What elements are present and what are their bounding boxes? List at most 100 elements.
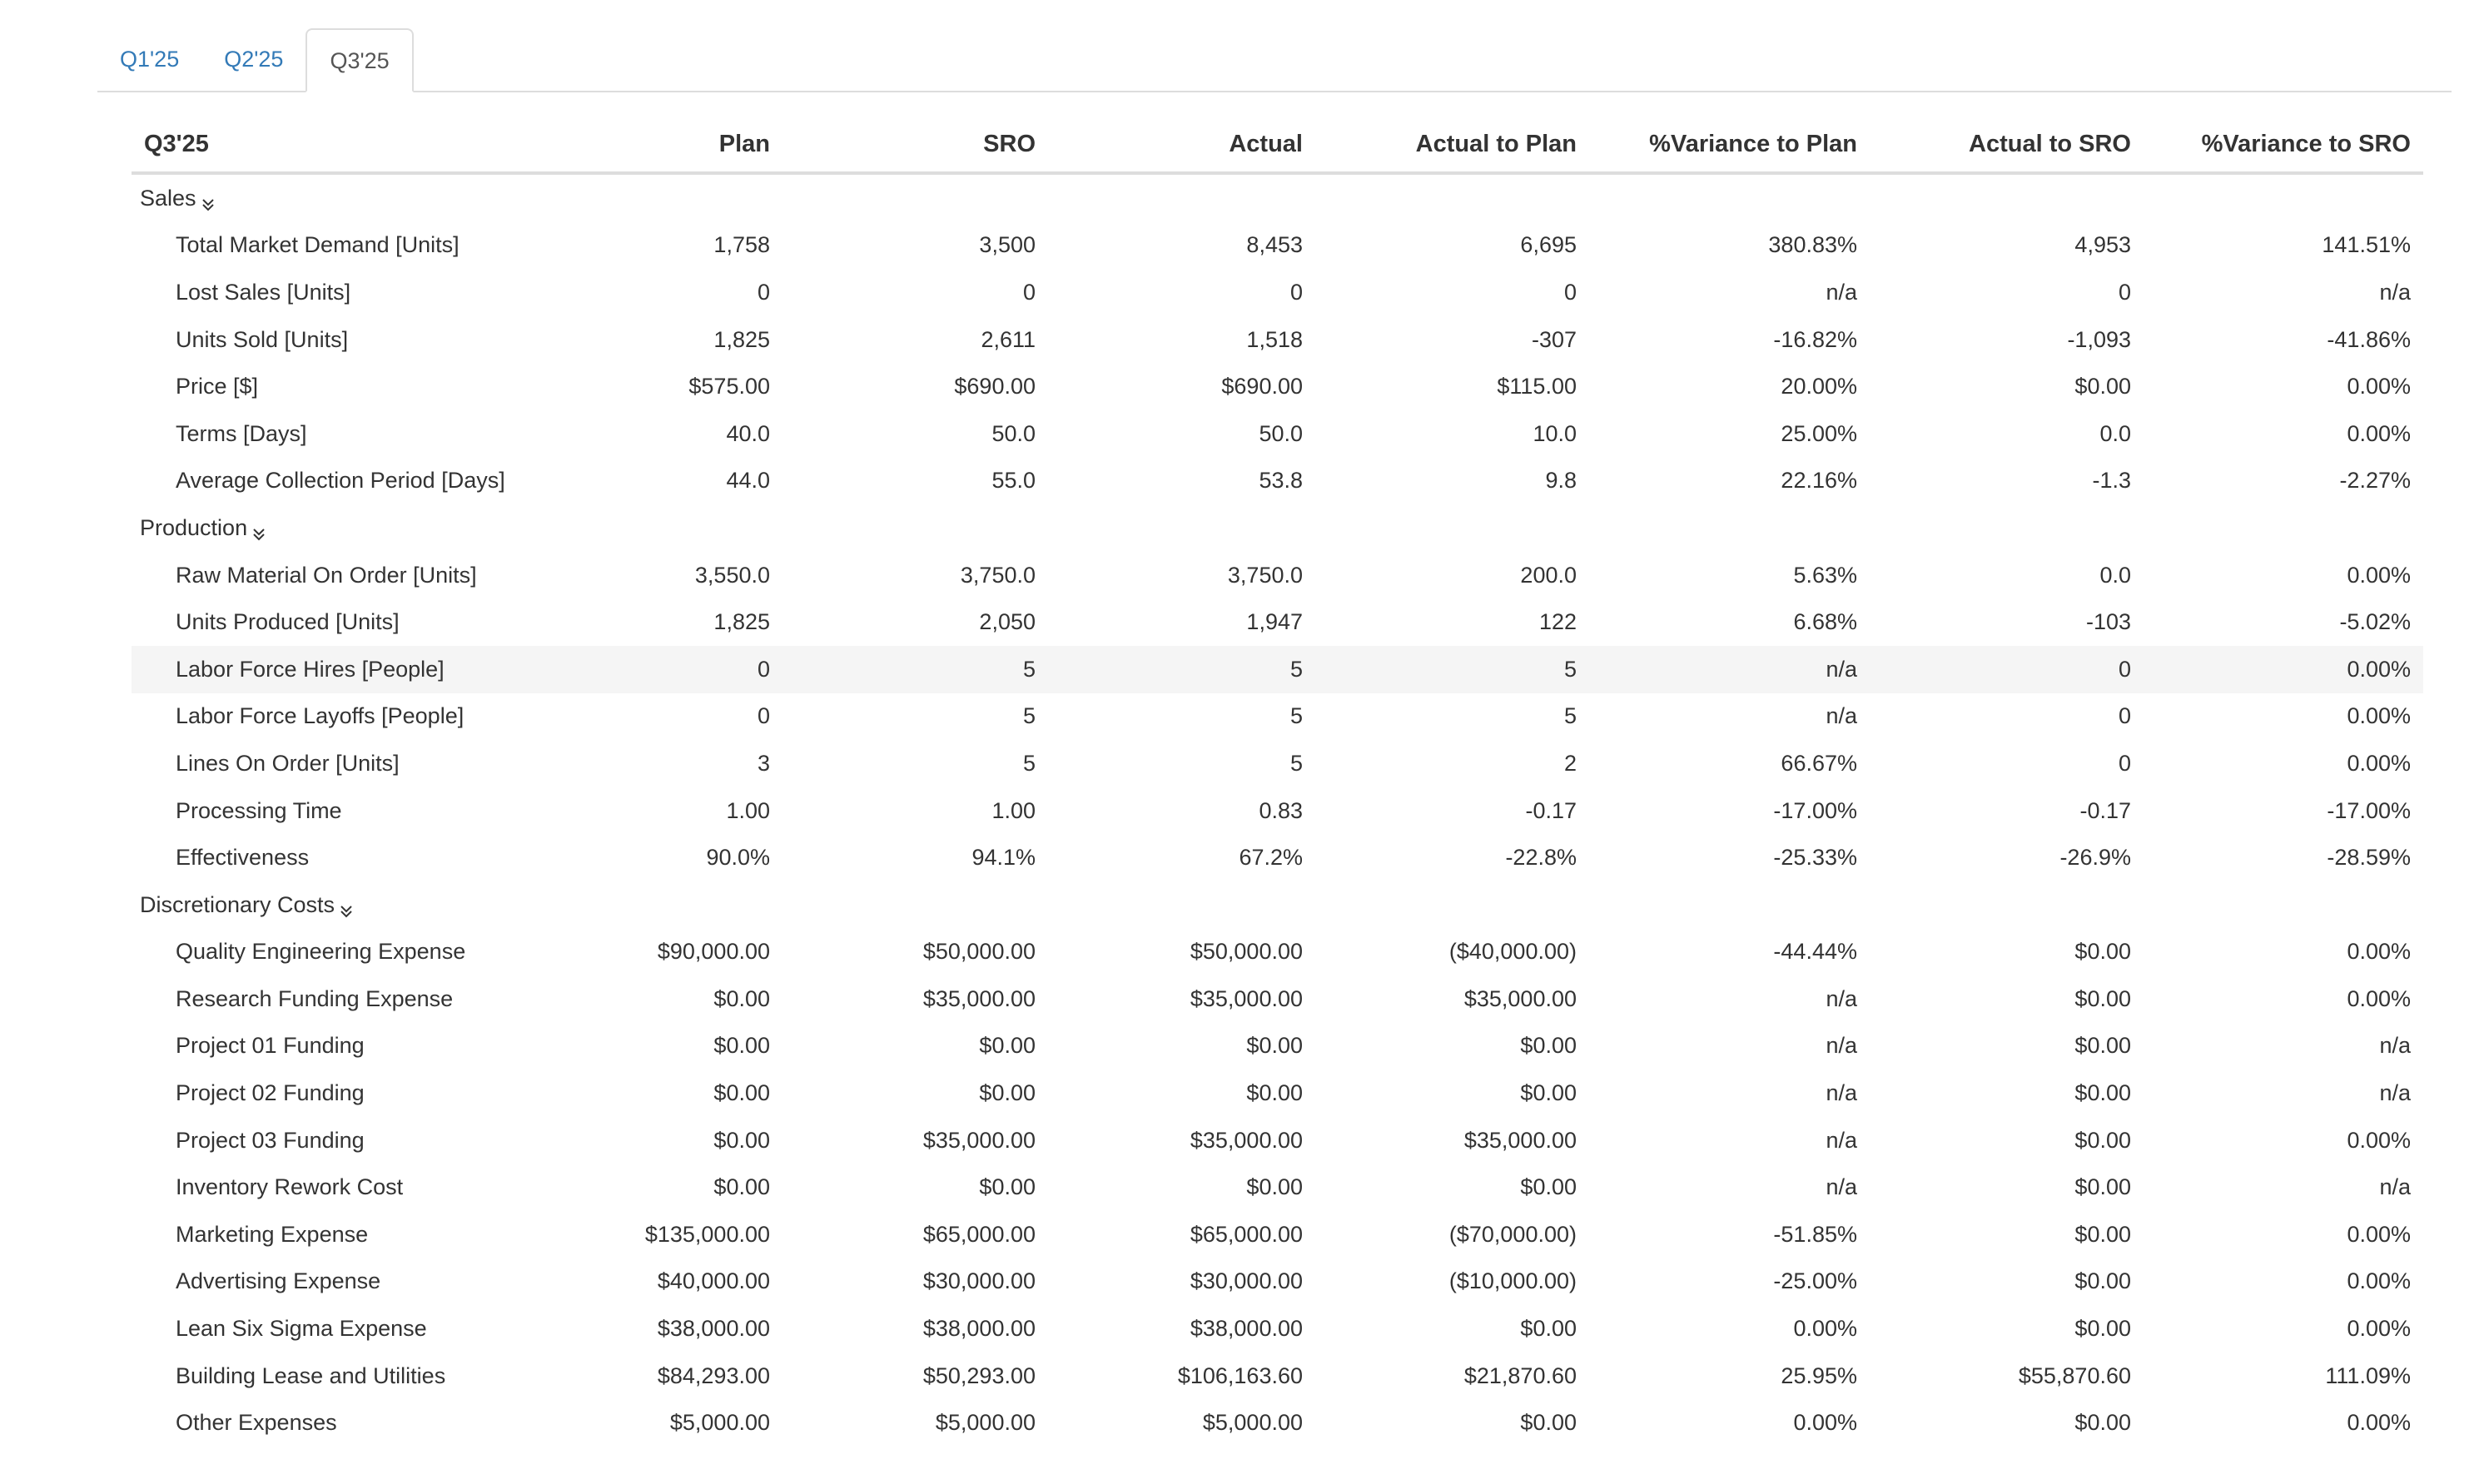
cell-value: 9.8 — [1545, 468, 1577, 494]
cell-value: 0 — [757, 703, 770, 729]
table-row: Building Lease and Utilities $84,293.00 $5… — [132, 1352, 2423, 1400]
cell-value: -51.85% — [1773, 1221, 1857, 1247]
cell-value: $0.00 — [1520, 1174, 1577, 1200]
group-toggle[interactable]: Sales — [132, 173, 2423, 222]
cell-value: $0.00 — [2074, 374, 2131, 400]
cell-value: 1,825 — [713, 326, 770, 352]
table-header-row: Q3'25 Plan SRO Actual Actual to Plan %Va… — [132, 117, 2423, 175]
row-label: Units Sold [Units] — [176, 326, 349, 352]
cell-value: 1,947 — [1246, 609, 1303, 635]
cell-value: -2.27% — [2339, 468, 2411, 494]
cell-value: $0.00 — [713, 1127, 770, 1153]
row-label: Average Collection Period [Days] — [176, 468, 505, 494]
cell-value: 0 — [1289, 279, 1303, 305]
cell-value: $50,000.00 — [922, 939, 1036, 965]
cell-value: 5 — [1289, 750, 1303, 776]
table-row: Inventory Rework Cost $0.00 $0.00 $0.00 $0.0… — [132, 1164, 2423, 1211]
cell-value: n/a — [1589, 645, 1870, 693]
table-row: Marketing Expense $135,000.00 $65,000.00 $6… — [132, 1211, 2423, 1258]
cell-value: 1.00 — [991, 797, 1036, 823]
table-row: Units Produced [Units] 1,825 2,050 1,947 122… — [132, 598, 2423, 646]
column-header-actual-to-plan: Actual to Plan — [1315, 117, 1589, 175]
cell-value: 200.0 — [1520, 562, 1577, 588]
cell-value: -22.8% — [1505, 845, 1577, 871]
column-header-period: Q3'25 — [132, 117, 523, 175]
cell-value: 6.68% — [1793, 609, 1857, 635]
cell-value: 6,695 — [1520, 232, 1577, 258]
cell-value: $35,000.00 — [1190, 1127, 1303, 1153]
cell-value: 141.51% — [2322, 232, 2411, 258]
row-label: Labor Force Layoffs [People] — [176, 703, 465, 729]
cell-value: n/a — [1826, 1127, 1857, 1153]
cell-value: n/a — [2379, 1080, 2411, 1106]
group-toggle[interactable]: Discretionary Costs — [132, 881, 2423, 929]
cell-value: $0.00 — [2074, 1410, 2131, 1436]
cell-value: 0 — [523, 645, 782, 693]
variance-table: Q3'25 Plan SRO Actual Actual to Plan %Va… — [132, 117, 2423, 1447]
cell-value: 66.67% — [1781, 750, 1857, 776]
cell-value: 0.00% — [2347, 703, 2411, 729]
row-label: Research Funding Expense — [176, 985, 454, 1011]
cell-value: n/a — [1826, 985, 1857, 1011]
cell-value: $0.00 — [2074, 1268, 2131, 1294]
tab-q1-25[interactable]: Q1'25 — [120, 47, 180, 72]
cell-value: n/a — [1826, 279, 1857, 305]
table-row: Labor Force Hires [People] 0 5 5 5 n/a 0 0.00% — [132, 645, 2423, 693]
row-label: Terms [Days] — [176, 420, 307, 446]
row-label: Effectiveness — [176, 845, 310, 871]
cell-value: 0.00% — [2347, 1410, 2411, 1436]
cell-value: 4,953 — [2074, 232, 2131, 258]
cell-value: 3,750.0 — [1227, 562, 1303, 588]
cell-value: n/a — [1826, 1033, 1857, 1059]
cell-value: $0.00 — [1246, 1174, 1303, 1200]
double-chevron-down-icon[interactable] — [340, 899, 353, 917]
group-toggle[interactable]: Production — [132, 504, 2423, 552]
cell-value: 0 — [2118, 703, 2131, 729]
cell-value: 0.00% — [2347, 750, 2411, 776]
cell-value: ($10,000.00) — [1448, 1268, 1577, 1294]
cell-value: 0 — [2118, 750, 2131, 776]
row-label: Inventory Rework Cost — [176, 1174, 404, 1200]
cell-value: 3,500 — [979, 232, 1036, 258]
cell-value: $5,000.00 — [669, 1410, 770, 1436]
double-chevron-down-icon[interactable] — [201, 192, 215, 211]
cell-value: $35,000.00 — [922, 985, 1036, 1011]
table-row: Price [$] $575.00 $690.00 $690.00 $115.00 20.… — [132, 363, 2423, 410]
cell-value: $35,000.00 — [1190, 985, 1303, 1011]
row-label: Labor Force Hires [People] — [132, 645, 523, 693]
tab-q2-25[interactable]: Q2'25 — [224, 47, 284, 72]
cell-value: 53.8 — [1259, 468, 1303, 494]
group-label: Sales — [140, 185, 196, 211]
cell-value: $84,293.00 — [657, 1362, 770, 1388]
cell-value: 2,611 — [981, 326, 1036, 352]
cell-value: $0.00 — [2074, 1316, 2131, 1342]
cell-value: 0 — [1563, 279, 1577, 305]
tab-q3-25[interactable]: Q3'25 — [306, 28, 414, 92]
cell-value: -16.82% — [1773, 326, 1857, 352]
cell-value: $0.00 — [713, 1080, 770, 1106]
cell-value: 0.00% — [2347, 420, 2411, 446]
cell-value: 111.09% — [2325, 1362, 2411, 1388]
cell-value: ($40,000.00) — [1448, 939, 1577, 965]
row-label: Building Lease and Utilities — [176, 1362, 446, 1388]
cell-value: -17.00% — [2327, 797, 2411, 823]
table-row: Other Expenses $5,000.00 $5,000.00 $5,000.0… — [132, 1399, 2423, 1447]
cell-value: -1,093 — [2067, 326, 2131, 352]
cell-value: 0 — [2118, 279, 2131, 305]
cell-value: $0.00 — [2074, 1174, 2131, 1200]
cell-value: 40.0 — [726, 420, 770, 446]
table-row: Lean Six Sigma Expense $38,000.00 $38,000.… — [132, 1305, 2423, 1352]
column-header-variance-to-sro: %Variance to SRO — [2144, 117, 2423, 175]
cell-value: 1.00 — [726, 797, 770, 823]
double-chevron-down-icon[interactable] — [252, 522, 266, 541]
cell-value: 0.00% — [2347, 562, 2411, 588]
cell-value: -25.00% — [1773, 1268, 1857, 1294]
cell-value: $0.00 — [1520, 1316, 1577, 1342]
cell-value: 0.0 — [2099, 420, 2131, 446]
cell-value: $690.00 — [954, 374, 1036, 400]
cell-value: -44.44% — [1773, 939, 1857, 965]
group-label: Discretionary Costs — [140, 891, 335, 917]
table-row: Research Funding Expense $0.00 $35,000.00 $… — [132, 975, 2423, 1023]
cell-value: $0.00 — [2074, 1033, 2131, 1059]
cell-value: $0.00 — [2074, 1080, 2131, 1106]
